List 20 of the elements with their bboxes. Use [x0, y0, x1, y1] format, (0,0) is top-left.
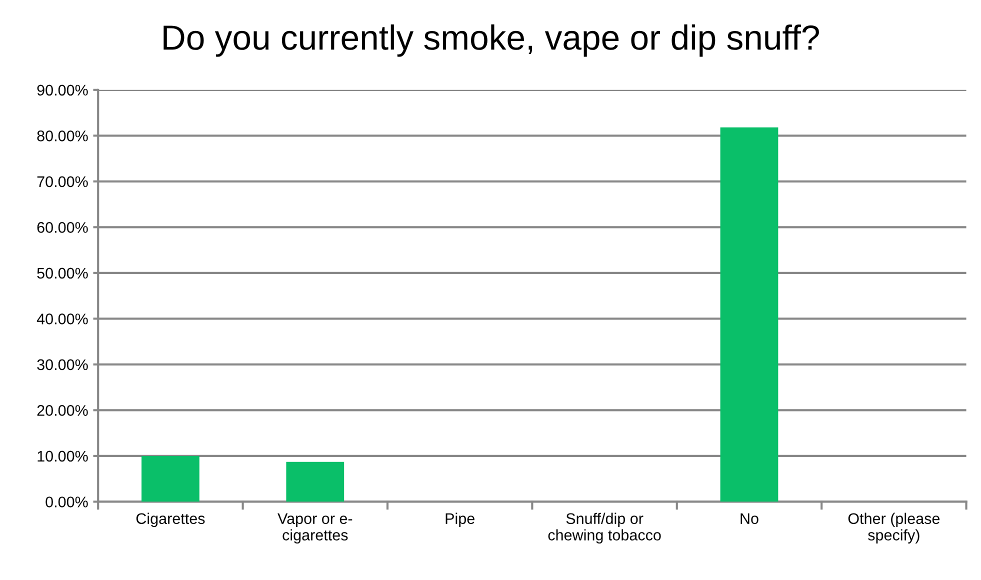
x-tick-label: Vapor or e- cigarettes — [278, 513, 352, 544]
y-tick-label: 30.00% — [37, 359, 88, 370]
y-tick-label: 60.00% — [37, 222, 88, 233]
bar — [142, 456, 200, 502]
x-tick-label: Pipe — [446, 512, 474, 528]
y-tick-label: 70.00% — [37, 176, 88, 188]
y-tick-label: 0.00% — [46, 496, 88, 508]
y-tick-label: 50.00% — [37, 268, 88, 279]
x-tick-label: No — [740, 513, 758, 524]
x-tick-label: Cigarettes — [136, 512, 205, 528]
x-tick-label: Snuff/dip or chewing tobacco — [548, 512, 661, 544]
y-tick-label: 80.00% — [37, 130, 88, 142]
bar — [286, 462, 344, 502]
y-tick-label: 90.00% — [37, 84, 88, 96]
bar — [720, 127, 778, 502]
x-tick-label: Other (please specify) — [848, 512, 940, 544]
y-tick-label: 20.00% — [37, 405, 88, 416]
y-tick-label: 10.00% — [38, 450, 88, 462]
chart-title: Do you currently smoke, vape or dip snuff? — [164, 24, 819, 57]
y-tick-label: 40.00% — [36, 314, 88, 324]
